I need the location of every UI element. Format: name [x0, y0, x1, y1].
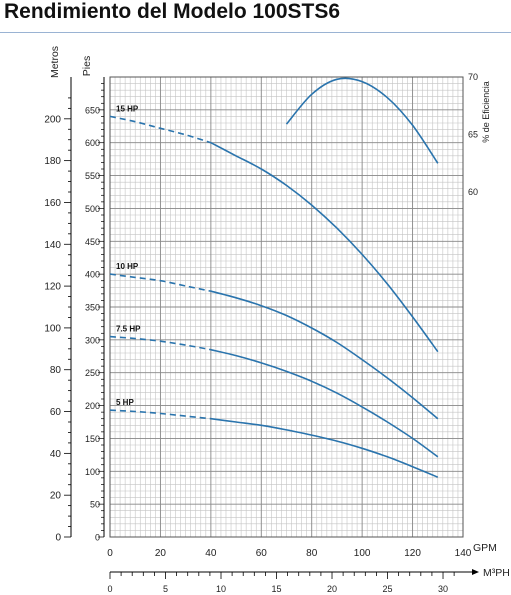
gpm-tick-label: 40	[205, 548, 217, 559]
series-label: 15 HP	[116, 104, 139, 113]
curve-10-hp	[210, 290, 439, 420]
plot-frame	[109, 76, 464, 538]
gpm-axis: 0 20 40 60 80 100 120 140 GPM	[107, 542, 497, 559]
pies-tick-label: 150	[85, 434, 100, 444]
metros-axis-label: Metros	[49, 46, 61, 78]
pies-tick-label: 0	[95, 533, 100, 543]
m3ph-tick-label: 20	[327, 584, 337, 594]
curves: 15 HP 10 HP 7.5 HP 5 HP	[109, 77, 439, 478]
pies-axis-label: Pies	[81, 56, 93, 76]
pies-tick-label: 100	[85, 467, 100, 477]
metros-tick-label: 140	[44, 240, 61, 251]
m3ph-tick-label: 10	[216, 584, 226, 594]
m3ph-tick-label: 15	[272, 584, 282, 594]
plot-border	[109, 76, 464, 538]
curve-dashed-7.5-hp	[109, 335, 212, 351]
metros-tick-label: 100	[44, 323, 61, 334]
m3ph-axis: 0 5 10 15 20 25 30 M³PH	[107, 567, 509, 594]
series-label: 10 HP	[116, 262, 139, 271]
metros-tick-label: 180	[44, 156, 61, 167]
gpm-tick-label: 140	[455, 548, 472, 559]
pies-axis: 0 50 100 150 200 250 300 350 400 450 500 550 600 650 P…	[81, 56, 105, 543]
pies-tick-label: 350	[85, 303, 100, 313]
curve-dashed-15-hp	[109, 115, 212, 144]
curve-dashed-10-hp	[109, 273, 212, 292]
m3ph-axis-label: M³PH	[483, 567, 510, 579]
pies-tick-label: 400	[85, 270, 100, 280]
metros-tick-label: 120	[44, 282, 61, 293]
curve-7.5-hp	[210, 348, 439, 458]
metros-tick-label: 0	[55, 533, 61, 544]
gpm-tick-label: 80	[306, 548, 318, 559]
series-label: 5 HP	[116, 398, 134, 407]
metros-tick-label: 80	[50, 365, 62, 376]
metros-tick-label: 20	[50, 491, 62, 502]
curve-efficiency	[285, 77, 439, 164]
pies-tick-label: 600	[85, 138, 100, 148]
efficiency-tick-label: 70	[468, 72, 478, 82]
pies-tick-label: 300	[85, 335, 100, 345]
efficiency-axis-label: % de Eficiencia	[481, 81, 491, 143]
gpm-tick-label: 20	[155, 548, 167, 559]
pies-tick-label: 200	[85, 401, 100, 411]
curve-dashed-5-hp	[109, 409, 211, 420]
pies-tick-label: 250	[85, 368, 100, 378]
pies-tick-label: 450	[85, 237, 100, 247]
m3ph-tick-label: 30	[438, 584, 448, 594]
gpm-tick-label: 100	[354, 548, 371, 559]
m3ph-axis-arrow	[472, 569, 479, 575]
efficiency-axis: 60 65 70% de Eficiencia	[468, 72, 491, 197]
metros-axis: 0 20 40 60 80 100 120 140 160 180 200 Metros	[44, 46, 72, 544]
title-rule	[0, 32, 511, 33]
pies-tick-label: 50	[90, 500, 100, 510]
gpm-tick-label: 120	[404, 548, 421, 559]
curve-15-hp	[210, 141, 439, 353]
curve-5-hp	[210, 417, 439, 478]
metros-tick-label: 200	[44, 114, 61, 125]
metros-tick-label: 40	[50, 449, 62, 460]
pies-tick-label: 500	[85, 204, 100, 214]
gpm-tick-label: 0	[107, 548, 113, 559]
efficiency-tick-label: 60	[468, 187, 478, 197]
gpm-axis-label: GPM	[473, 542, 497, 554]
m3ph-tick-label: 0	[107, 584, 112, 594]
m3ph-tick-label: 25	[383, 584, 393, 594]
page-title: Rendimiento del Modelo 100STS6	[4, 0, 341, 23]
efficiency-tick-label: 65	[468, 130, 478, 140]
gpm-tick-label: 60	[256, 548, 268, 559]
m3ph-tick-label: 5	[163, 584, 168, 594]
pies-tick-label: 650	[85, 105, 100, 115]
series-label: 7.5 HP	[116, 325, 141, 334]
pies-tick-label: 550	[85, 171, 100, 181]
metros-tick-label: 60	[50, 407, 62, 418]
metros-tick-label: 160	[44, 198, 61, 209]
